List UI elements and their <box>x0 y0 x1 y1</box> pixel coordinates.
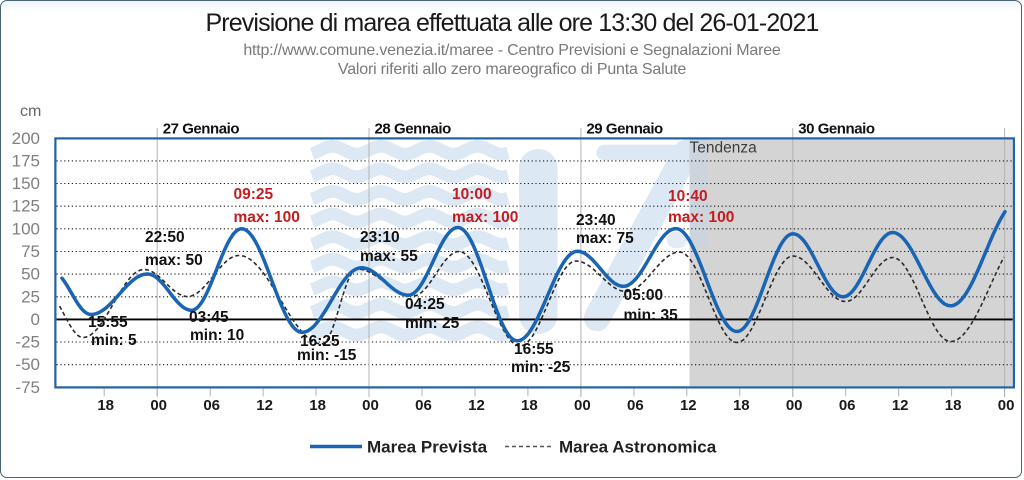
svg-text:cm: cm <box>20 103 41 120</box>
svg-text:18: 18 <box>97 397 114 414</box>
svg-text:25: 25 <box>21 287 40 306</box>
svg-text:0: 0 <box>31 310 40 329</box>
svg-text:75: 75 <box>21 242 40 261</box>
svg-text:18: 18 <box>521 397 538 414</box>
svg-text:00: 00 <box>786 397 803 414</box>
svg-text:18: 18 <box>309 397 326 414</box>
svg-text:Marea Astronomica: Marea Astronomica <box>559 438 717 457</box>
svg-text:00: 00 <box>362 397 379 414</box>
svg-text:27 Gennaio: 27 Gennaio <box>163 121 240 138</box>
svg-text:06: 06 <box>415 397 432 414</box>
svg-text:00: 00 <box>998 397 1015 414</box>
svg-text:12: 12 <box>892 397 909 414</box>
svg-text:Marea Prevista: Marea Prevista <box>367 438 488 457</box>
svg-text:29 Gennaio: 29 Gennaio <box>586 121 663 138</box>
svg-text:06: 06 <box>627 397 644 414</box>
svg-text:18: 18 <box>733 397 750 414</box>
svg-text:12: 12 <box>256 397 273 414</box>
svg-text:30 Gennaio: 30 Gennaio <box>798 121 875 138</box>
svg-text:06: 06 <box>203 397 220 414</box>
svg-text:50: 50 <box>21 265 40 284</box>
svg-text:-75: -75 <box>15 378 40 397</box>
svg-text:28 Gennaio: 28 Gennaio <box>375 121 452 138</box>
svg-text:00: 00 <box>574 397 591 414</box>
svg-text:12: 12 <box>680 397 697 414</box>
svg-text:Tendenza: Tendenza <box>690 140 758 157</box>
svg-text:00: 00 <box>150 397 167 414</box>
svg-text:18: 18 <box>945 397 962 414</box>
svg-text:-25: -25 <box>15 333 40 352</box>
svg-text:125: 125 <box>12 197 40 216</box>
svg-text:-50: -50 <box>15 355 40 374</box>
svg-text:150: 150 <box>12 174 40 193</box>
svg-text:100: 100 <box>12 219 40 238</box>
svg-text:200: 200 <box>12 129 40 148</box>
svg-text:12: 12 <box>468 397 485 414</box>
svg-text:06: 06 <box>839 397 856 414</box>
svg-text:175: 175 <box>12 151 40 170</box>
